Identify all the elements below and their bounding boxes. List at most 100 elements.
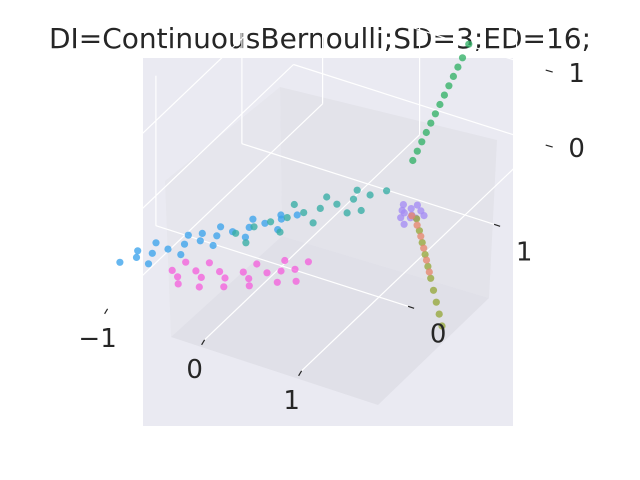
left-pane [165, 87, 282, 337]
data-point-series-5 [432, 298, 440, 306]
data-point-series-1 [343, 209, 351, 217]
z-tick-mark [545, 69, 553, 73]
data-point-series-2 [291, 265, 299, 273]
data-point-series-0 [261, 219, 269, 227]
z-tick-mark [545, 144, 553, 148]
data-point-series-3 [431, 110, 439, 118]
data-point-series-1 [232, 229, 240, 237]
grid-line-y-floor [241, 143, 495, 225]
x-tick-label: −1 [78, 324, 116, 354]
data-point-series-0 [277, 211, 285, 219]
data-point-series-1 [300, 209, 308, 217]
data-point-series-5 [421, 250, 429, 259]
data-point-series-1 [357, 206, 365, 215]
data-point-series-1 [267, 218, 275, 226]
data-point-series-3 [409, 156, 417, 165]
data-point-series-5 [415, 227, 423, 235]
data-point-series-1 [366, 191, 374, 199]
data-point-series-6 [420, 244, 428, 252]
data-point-series-5 [429, 286, 438, 294]
axis-ticks: −1 0 1 0 1 0 1 [78, 59, 585, 416]
z-tick-label: 0 [568, 134, 585, 164]
grid-lines [78, 0, 546, 372]
data-point-series-3 [458, 54, 467, 62]
data-point-series-1 [333, 200, 341, 208]
data-point-series-0 [134, 247, 142, 255]
data-point-series-1 [353, 186, 361, 194]
data-point-series-0 [198, 229, 206, 237]
data-point-series-2 [253, 260, 261, 268]
data-point-series-2 [168, 266, 176, 274]
data-point-series-2 [221, 274, 229, 282]
data-point-series-2 [205, 259, 213, 267]
data-point-series-3 [445, 82, 453, 90]
x-tick-mark [298, 370, 303, 377]
data-point-series-0 [116, 258, 124, 266]
data-point-series-5 [418, 239, 426, 247]
data-point-series-0 [241, 233, 249, 241]
data-point-series-0 [180, 240, 189, 248]
data-point-series-6 [413, 221, 421, 229]
data-point-series-4 [413, 201, 421, 209]
data-point-series-2 [216, 268, 224, 276]
data-point-series-5 [435, 310, 443, 318]
data-point-series-4 [407, 205, 415, 213]
data-point-series-0 [177, 251, 185, 259]
data-point-series-0 [217, 223, 225, 231]
grid-line-x-floor [301, 165, 518, 372]
data-point-series-0 [152, 239, 160, 247]
data-point-series-3 [427, 119, 435, 127]
data-point-series-1 [316, 204, 324, 212]
scatter-points [116, 40, 473, 330]
data-point-series-2 [292, 277, 300, 285]
data-point-series-0 [164, 245, 172, 253]
grid-line-x-floor [107, 103, 324, 310]
data-point-series-3 [418, 138, 426, 146]
grid-line-z-left [78, 0, 284, 195]
data-point-series-2 [197, 273, 205, 281]
data-point-series-0 [132, 253, 141, 261]
data-point-series-3 [449, 72, 457, 80]
data-point-series-6 [425, 268, 433, 276]
data-point-series-2 [174, 280, 182, 288]
data-point-series-3 [413, 147, 421, 155]
data-point-series-2 [182, 258, 190, 266]
data-point-series-1 [349, 195, 358, 203]
data-point-series-1 [250, 223, 258, 231]
chart-title: DI=ContinuousBernoulli;SD=3;ED=16; [49, 22, 591, 55]
data-point-series-3 [436, 100, 444, 109]
data-point-series-2 [174, 273, 182, 281]
data-point-series-1 [309, 219, 317, 227]
data-point-series-2 [273, 278, 281, 286]
data-point-series-3 [440, 91, 448, 99]
data-point-series-6 [408, 212, 416, 220]
y-tick-label: 0 [430, 319, 447, 349]
y-tick-label: 1 [516, 237, 533, 267]
data-point-series-0 [196, 237, 204, 245]
x-tick-mark [104, 308, 109, 315]
data-point-series-2 [245, 275, 253, 283]
data-point-series-0 [144, 260, 153, 268]
data-point-series-1 [383, 187, 391, 195]
data-point-series-5 [438, 322, 446, 330]
grid-line-z-left [78, 64, 294, 270]
z-tick-label: 1 [568, 59, 585, 89]
data-point-series-5 [424, 262, 432, 270]
data-point-series-2 [277, 267, 285, 275]
data-point-series-2 [239, 268, 247, 276]
data-point-series-1 [323, 193, 331, 201]
data-point-series-0 [184, 231, 192, 239]
y-tick-mark [407, 305, 415, 309]
data-point-series-5 [427, 274, 435, 282]
x-tick-mark [201, 339, 206, 346]
data-point-series-4 [400, 209, 408, 217]
data-point-series-6 [422, 256, 431, 264]
x-tick-label: 0 [186, 355, 203, 385]
data-point-series-6 [417, 232, 425, 240]
data-point-series-2 [192, 267, 200, 275]
data-point-series-1 [290, 200, 298, 209]
data-point-series-0 [209, 241, 217, 250]
x-tick-label: 1 [283, 386, 300, 416]
data-point-series-3 [422, 128, 430, 137]
data-point-series-2 [263, 269, 271, 277]
